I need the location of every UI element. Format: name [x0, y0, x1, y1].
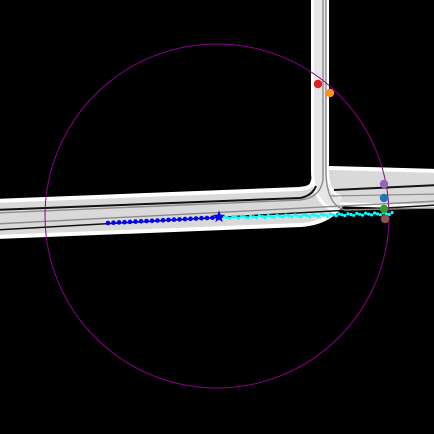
future-point [361, 213, 365, 217]
future-point [346, 212, 350, 216]
future-point [275, 213, 279, 217]
future-point [302, 213, 306, 217]
future-point [322, 213, 326, 217]
history-point [138, 219, 144, 224]
history-point [177, 217, 182, 222]
agent-green-circle-dot-icon [379, 204, 389, 214]
future-point [260, 215, 264, 219]
side-road-surface [314, 0, 342, 210]
future-point [331, 213, 335, 217]
future-point [243, 215, 247, 219]
agent-purple-circle-dot-icon [379, 179, 389, 189]
future-point [284, 213, 288, 217]
future-point [296, 214, 300, 218]
future-point [390, 211, 394, 215]
star-icon [213, 210, 225, 222]
future-point [299, 215, 303, 219]
future-point [319, 212, 323, 216]
history-track [105, 215, 215, 226]
lane-line-3 [325, 0, 434, 211]
future-point [251, 215, 256, 219]
future-point [375, 212, 379, 216]
history-point [171, 217, 177, 222]
future-point [278, 214, 282, 218]
future-point [328, 212, 332, 216]
future-point [287, 214, 291, 218]
history-point [116, 220, 122, 225]
future-point [358, 212, 362, 216]
future-point [308, 214, 312, 218]
future-point [231, 214, 235, 218]
future-point [249, 214, 253, 218]
future-point [367, 212, 371, 216]
history-point [155, 218, 160, 223]
history-point [127, 219, 133, 225]
road-network [0, 0, 434, 239]
future-point [316, 214, 320, 218]
future-point [372, 211, 377, 215]
lane-line-1 [0, 0, 324, 214]
future-point [228, 216, 232, 220]
future-point [290, 215, 294, 219]
main-road-gap-upper [0, 185, 317, 211]
history-point [122, 219, 127, 225]
history-point [166, 217, 171, 223]
future-point [281, 215, 285, 219]
future-point [343, 213, 347, 218]
future-point [272, 215, 276, 219]
history-point [105, 220, 111, 226]
future-point [369, 213, 374, 217]
future-point [293, 213, 297, 217]
future-point [325, 214, 329, 218]
future-point [240, 214, 244, 218]
future-point [355, 211, 359, 215]
future-point [263, 215, 267, 219]
agent-orange-circle-dot-icon [325, 88, 335, 98]
history-point [160, 217, 166, 223]
future-point [387, 212, 391, 217]
future-point [254, 216, 258, 220]
future-point [305, 213, 309, 218]
agents-layer [313, 79, 390, 224]
future-point [269, 214, 273, 218]
future-point [313, 213, 317, 217]
history-point [182, 216, 188, 222]
future-point [364, 211, 368, 215]
future-point [352, 213, 356, 217]
future-point [237, 216, 241, 220]
future-point [257, 214, 261, 218]
history-point [188, 216, 193, 222]
future-point [349, 212, 353, 217]
future-point [337, 212, 341, 216]
history-point [199, 215, 204, 221]
future-point [225, 215, 229, 219]
history-point [193, 216, 199, 221]
future-point [340, 213, 344, 217]
history-point [149, 218, 155, 224]
agent-red-circle-dot-icon [313, 79, 323, 89]
future-point [246, 216, 250, 220]
history-point [210, 215, 215, 220]
agent-blue-circle-dot-icon [379, 193, 389, 203]
future-point [266, 213, 270, 218]
future-point [378, 213, 382, 217]
future-point [310, 212, 315, 217]
history-point [111, 220, 116, 225]
future-point [234, 215, 238, 219]
lane-line-2 [0, 200, 434, 225]
agent-brown-circle-dot-icon [380, 214, 390, 224]
history-point [144, 218, 149, 224]
history-point [133, 219, 138, 224]
future-point [334, 214, 338, 218]
history-point [204, 215, 210, 221]
